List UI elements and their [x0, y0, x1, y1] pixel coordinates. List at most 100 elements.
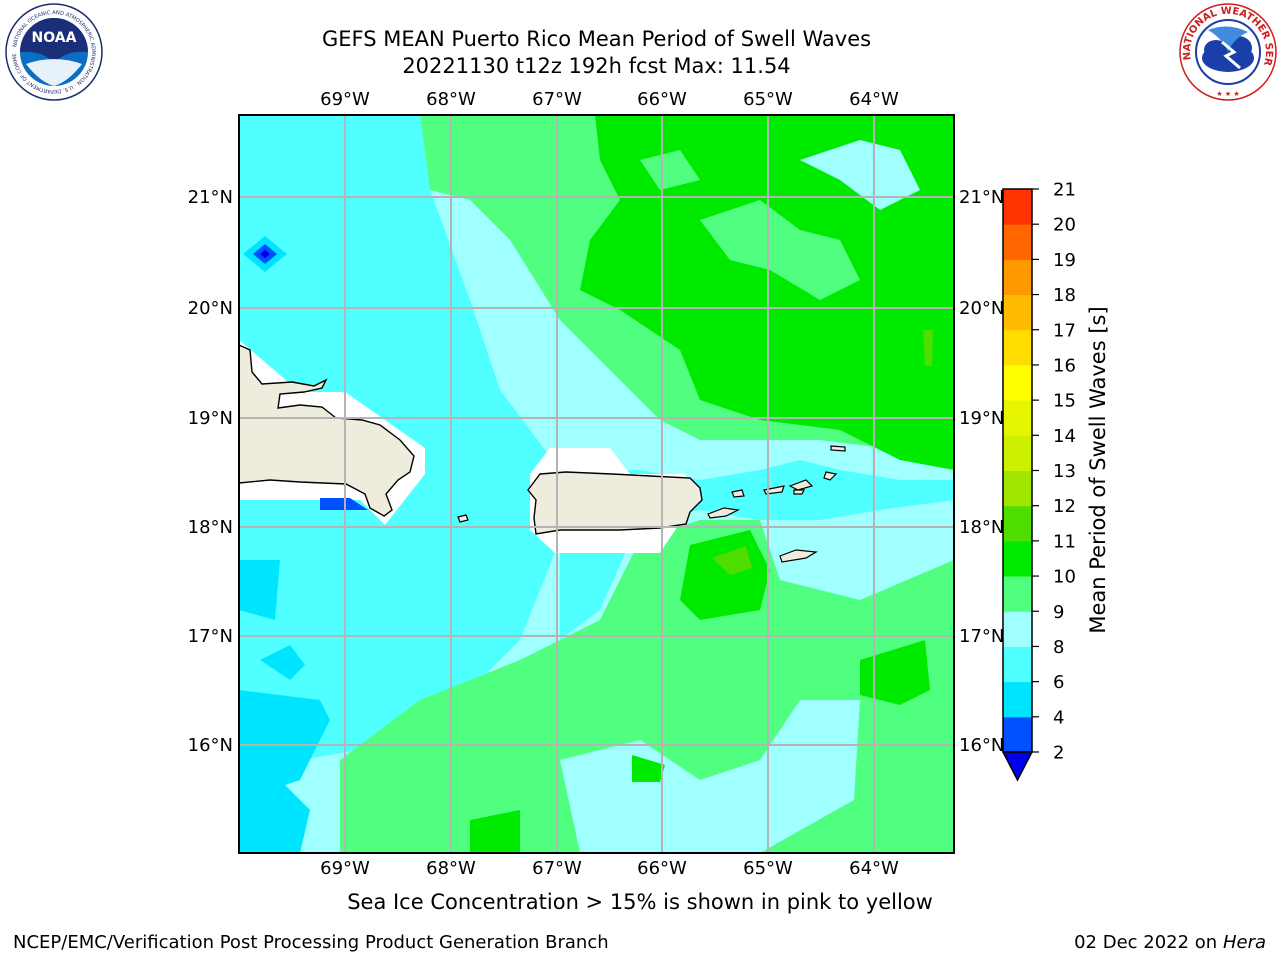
- lon-label-bottom: 66°W: [637, 858, 687, 879]
- colorbar-tick-label: 20: [1053, 215, 1076, 236]
- graticule: [239, 115, 954, 853]
- footer-date-text: 02 Dec 2022 on: [1074, 932, 1218, 953]
- land-puerto-rico: [527, 471, 703, 535]
- swell-band-9-10-inlay-1: [700, 200, 860, 300]
- lon-label-top: 64°W: [849, 89, 899, 110]
- swell-band-10-11-south-3: [470, 810, 520, 853]
- colorbar-tick-label: 9: [1053, 602, 1064, 623]
- island-virgin-gorda: [823, 471, 838, 481]
- colorbar-band: [1003, 259, 1032, 296]
- colorbar-band: [1003, 189, 1032, 225]
- colorbar-tick-label: 13: [1053, 461, 1076, 482]
- lon-labels-top: 69°W 68°W 67°W 66°W 65°W 64°W: [320, 89, 899, 110]
- nws-logo: NATIONAL WEATHER SERVICE ★ ★ ★: [1178, 2, 1277, 101]
- swell-band-4-6-4: [239, 780, 310, 853]
- colorbar-extension: [1001, 751, 1034, 782]
- colorbar-tick-label: 2: [1053, 743, 1064, 764]
- swell-band-11-12-north: [923, 330, 933, 366]
- lat-labels-right: 16°N 17°N 18°N 19°N 20°N 21°N: [959, 187, 1004, 756]
- map-subtitle: 20221130 t12z 192h fcst Max: 11.54: [402, 54, 791, 78]
- colorbar-tick-label: 14: [1053, 426, 1076, 447]
- colorbar-tick-label: 12: [1053, 496, 1076, 517]
- colorbar-tick-label: 10: [1053, 567, 1076, 588]
- colorbar-tick-label: 19: [1053, 250, 1076, 271]
- lon-label-top: 67°W: [532, 89, 582, 110]
- lat-label-right: 16°N: [959, 735, 1004, 756]
- lat-label-left: 17°N: [188, 626, 233, 647]
- map-title: GEFS MEAN Puerto Rico Mean Period of Swe…: [321, 27, 872, 51]
- colorbar-band: [1003, 435, 1032, 471]
- swell-band-8-9-inlay-1: [800, 140, 920, 210]
- lat-label-left: 18°N: [188, 517, 233, 538]
- swell-band-4-6-1: [239, 560, 280, 620]
- colorbar-band: [1003, 716, 1032, 753]
- colorbar-tick-label: 21: [1053, 180, 1076, 201]
- noaa-logo: NOAA NATIONAL OCEANIC AND ATMOSPHERIC AD…: [4, 2, 103, 101]
- colorbar-tick-label: 6: [1053, 672, 1064, 693]
- colorbar: 2 4 6 8 9 10 11 12 13 14 15 16 17 18 19 20 21: [1001, 180, 1076, 782]
- colorbar-tick-label: 4: [1053, 707, 1064, 728]
- land-hispaniola: [239, 344, 415, 517]
- colorbar-tick-label: 11: [1053, 531, 1076, 552]
- island-st-john: [793, 489, 805, 495]
- swell-band-9-10-inlay-2: [640, 150, 700, 190]
- colorbar-tick-label: 16: [1053, 355, 1076, 376]
- lat-label-left: 19°N: [188, 408, 233, 429]
- lat-label-right: 21°N: [959, 187, 1004, 208]
- footer-date: 02 Dec 2022 on Hera: [1074, 932, 1266, 953]
- colorbar-band: [1003, 540, 1032, 577]
- contour-field: [239, 115, 954, 853]
- island-culebra: [731, 489, 745, 498]
- island-tortola: [788, 479, 814, 491]
- colorbar-band: [1003, 224, 1032, 260]
- lat-label-right: 18°N: [959, 517, 1004, 538]
- lon-label-top: 65°W: [743, 89, 793, 110]
- lon-label-bottom: 69°W: [320, 858, 370, 879]
- swell-band-10-11-south-4: [632, 755, 665, 782]
- colorbar-band: [1003, 294, 1032, 331]
- lat-label-right: 17°N: [959, 626, 1004, 647]
- colorbar-band: [1003, 681, 1032, 718]
- lat-labels-left: 16°N 17°N 18°N 19°N 20°N 21°N: [188, 187, 233, 756]
- island-anegada: [830, 445, 846, 452]
- colorbar-band: [1003, 470, 1032, 507]
- swell-band-4-6-2: [260, 645, 305, 680]
- noaa-logo-text: NOAA: [32, 30, 77, 46]
- colorbar-tick-label: 15: [1053, 391, 1076, 412]
- map-frame: [238, 114, 955, 854]
- lat-label-left: 21°N: [188, 187, 233, 208]
- lon-label-bottom: 67°W: [532, 858, 582, 879]
- nws-stars: ★ ★ ★: [1216, 90, 1239, 98]
- island-st-croix: [779, 549, 818, 563]
- lon-label-bottom: 68°W: [426, 858, 476, 879]
- lat-label-right: 19°N: [959, 408, 1004, 429]
- colorbar-band: [1003, 646, 1032, 683]
- lon-label-bottom: 65°W: [743, 858, 793, 879]
- swell-band-8-9-south: [560, 700, 860, 853]
- colorbar-band: [1003, 611, 1032, 647]
- lon-label-top: 68°W: [426, 89, 476, 110]
- lat-label-left: 16°N: [188, 735, 233, 756]
- lon-label-top: 66°W: [637, 89, 687, 110]
- colorbar-tick-label: 18: [1053, 285, 1076, 306]
- colorbar-band: [1003, 505, 1032, 542]
- footer-host: Hera: [1222, 932, 1266, 953]
- lat-label-right: 20°N: [959, 298, 1004, 319]
- colorbar-band: [1003, 364, 1032, 401]
- colorbar-band: [1003, 400, 1032, 436]
- lon-label-top: 69°W: [320, 89, 370, 110]
- colorbar-tick-label: 17: [1053, 320, 1076, 341]
- swell-band-11-12: [712, 546, 752, 575]
- lat-label-left: 20°N: [188, 298, 233, 319]
- colorbar-label: Mean Period of Swell Waves [s]: [1086, 306, 1110, 633]
- lon-labels-bottom: 69°W 68°W 67°W 66°W 65°W 64°W: [320, 858, 899, 879]
- colorbar-band: [1003, 576, 1032, 612]
- lon-label-bottom: 64°W: [849, 858, 899, 879]
- colorbar-tick-label: 8: [1053, 637, 1064, 658]
- swell-band-10-11-south-2: [860, 640, 930, 705]
- island-mona: [457, 514, 469, 523]
- footer-credit: NCEP/EMC/Verification Post Processing Pr…: [13, 932, 609, 953]
- island-vieques: [707, 507, 740, 519]
- swell-spot-below-2: [260, 250, 270, 258]
